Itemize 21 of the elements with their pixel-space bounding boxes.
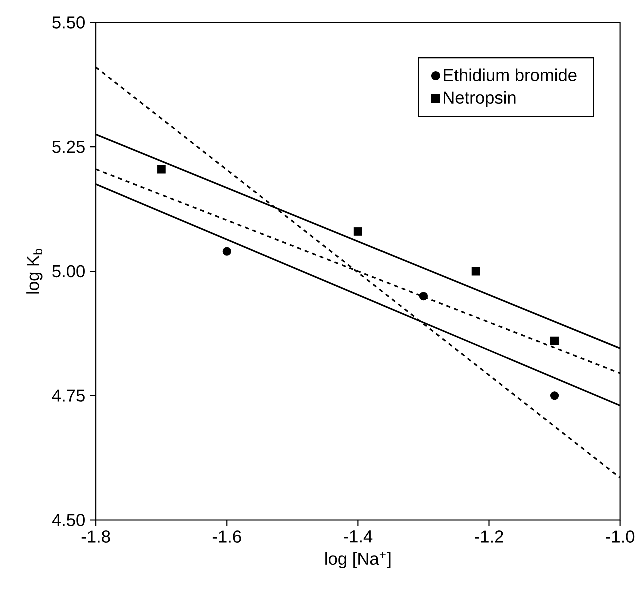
x-tick-label: -1.6 [212, 530, 242, 544]
y-tick-label: 5.00 [52, 266, 85, 278]
y-tick-label: 5.25 [52, 141, 85, 154]
point [157, 165, 166, 174]
point [222, 247, 232, 256]
legend-label: Netropsin [444, 91, 516, 108]
legend-label: Ethidium bromide [444, 68, 577, 82]
x-axis-title: log [Na$^{+}$] [326, 552, 391, 569]
y-tick-label: 5.50 [52, 16, 85, 29]
x-tick-label: -1.2 [475, 530, 504, 543]
point [550, 337, 560, 346]
point [419, 292, 428, 301]
x-tick-label: -1.0 [606, 530, 635, 544]
point [472, 267, 480, 276]
y-axis-title: log K$_{b}$ [26, 249, 43, 294]
y-tick-label: 4.75 [52, 390, 85, 402]
x-tick-label: -1.4 [344, 530, 373, 543]
point [550, 392, 560, 400]
point [354, 228, 362, 236]
x-tick-label: -1.8 [82, 530, 110, 544]
y-tick-label: 4.50 [52, 514, 85, 527]
